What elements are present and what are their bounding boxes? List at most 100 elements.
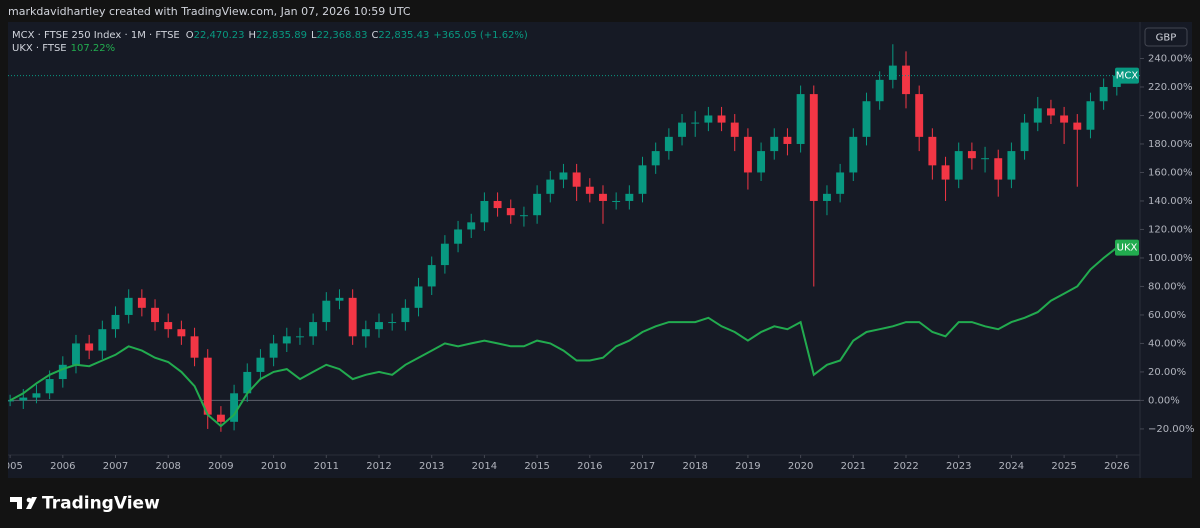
candle-body	[190, 336, 199, 358]
x-tick-label: 2026	[1104, 461, 1129, 472]
y-tick-label: 40.00%	[1148, 338, 1186, 349]
candle-body	[875, 79, 884, 102]
candle-body	[572, 172, 581, 187]
y-tick-label: 200.00%	[1148, 110, 1193, 121]
candle-body	[230, 393, 239, 422]
candle-body	[967, 151, 976, 159]
candle-body	[704, 115, 713, 123]
candle-body	[414, 286, 423, 308]
ohlc-label: L	[311, 30, 317, 41]
candle-body	[58, 364, 67, 380]
candle-body	[111, 314, 120, 330]
price-tag-label: UKX	[1117, 243, 1138, 254]
candle-body	[309, 322, 318, 337]
candle-body	[519, 215, 528, 217]
x-tick-label: 2017	[630, 461, 655, 472]
candle-body	[902, 65, 910, 95]
x-tick-label: 2010	[261, 461, 286, 472]
line-series	[9, 246, 1118, 428]
ohlc-value: 22,470.23	[194, 30, 245, 41]
candle-body	[651, 151, 660, 166]
candle-body	[32, 393, 41, 398]
candle-body	[823, 193, 831, 201]
plot-area: 2005 2006 2007 2008 2009 2010 2011 2012 2013 2014…	[0, 44, 1140, 472]
candle-body	[335, 297, 344, 301]
x-tick-label: 2018	[682, 461, 707, 472]
currency-label[interactable]: GBP	[1156, 33, 1177, 44]
candle-body	[678, 122, 686, 137]
candle-body	[348, 297, 357, 337]
candle-body	[454, 229, 463, 244]
candle-body	[1046, 108, 1055, 116]
x-tick-label: 2020	[788, 461, 813, 472]
candle-body	[757, 151, 766, 173]
candle-body	[691, 122, 700, 124]
header-text: markdavidhartley created with TradingVie…	[8, 5, 411, 18]
y-tick-label: 80.00%	[1148, 281, 1186, 292]
logo-dot	[26, 497, 32, 503]
y-tick-label: 180.00%	[1148, 139, 1193, 150]
x-tick-label: 2005	[0, 461, 23, 472]
x-tick-label: 2016	[577, 461, 602, 472]
x-tick-label: 2015	[524, 461, 549, 472]
x-tick-label: 2013	[419, 461, 444, 472]
candle-body	[164, 322, 173, 330]
candle-body	[585, 186, 594, 194]
y-tick-label: 140.00%	[1148, 196, 1193, 207]
x-tick-label: 2014	[472, 461, 497, 472]
currency-button[interactable]	[1144, 27, 1188, 47]
x-tick-label: 2006	[50, 461, 75, 472]
candle-body	[137, 297, 146, 308]
candle-body	[269, 343, 278, 358]
price-tag-label: MCX	[1116, 71, 1139, 82]
candle-body	[216, 414, 225, 422]
candle-body	[19, 397, 28, 401]
x-tick-label: 2019	[735, 461, 760, 472]
price-tag	[1115, 67, 1139, 84]
y-tick-label: 160.00%	[1148, 167, 1193, 178]
candle-body	[296, 336, 304, 338]
candle-body	[1099, 86, 1108, 102]
y-tick-label: 60.00%	[1148, 310, 1186, 321]
y-tick-label: 0.00%	[1148, 395, 1180, 406]
candle-body	[638, 165, 647, 194]
ohlc-value: 22,368.83	[317, 30, 368, 41]
ohlc-label: H	[249, 30, 257, 41]
candle-body	[836, 172, 845, 194]
price-tag	[1115, 239, 1139, 256]
candle-body	[625, 193, 634, 201]
y-tick-label: 220.00%	[1148, 82, 1193, 93]
candle-body	[98, 329, 107, 351]
candle-body	[796, 94, 805, 144]
candle-body	[546, 179, 555, 194]
candle-body	[375, 322, 383, 330]
x-tick-label: 2021	[841, 461, 866, 472]
legend-symbol: MCX · FTSE 250 Index · 1M · FTSE	[12, 30, 180, 41]
x-tick-label: 2008	[155, 461, 180, 472]
candle-body	[1007, 151, 1016, 180]
candle-body	[849, 136, 858, 173]
chart-panel	[8, 22, 1192, 478]
footer-logo	[10, 497, 37, 509]
x-tick-label: 2007	[103, 461, 128, 472]
candle-body	[493, 200, 502, 209]
candle-body	[981, 158, 990, 160]
candle-body	[612, 200, 621, 202]
candle-body	[124, 297, 133, 315]
candle-body	[743, 136, 752, 173]
candle-body	[717, 115, 726, 123]
candle-body	[256, 357, 265, 372]
legend-main: MCX · FTSE 250 Index · 1M · FTSE O22,470.…	[12, 30, 528, 41]
candle-body	[72, 343, 80, 365]
candle-body	[8, 400, 15, 402]
ohlc-label: O	[186, 30, 194, 41]
candle-body	[888, 65, 897, 80]
candle-body	[45, 379, 54, 394]
ohlc-value: 22,835.89	[256, 30, 307, 41]
candle-body	[177, 329, 186, 337]
x-tick-label: 2011	[314, 461, 339, 472]
x-tick-label: 2012	[366, 461, 391, 472]
candle-body	[664, 136, 673, 152]
logo-icon	[10, 497, 37, 509]
